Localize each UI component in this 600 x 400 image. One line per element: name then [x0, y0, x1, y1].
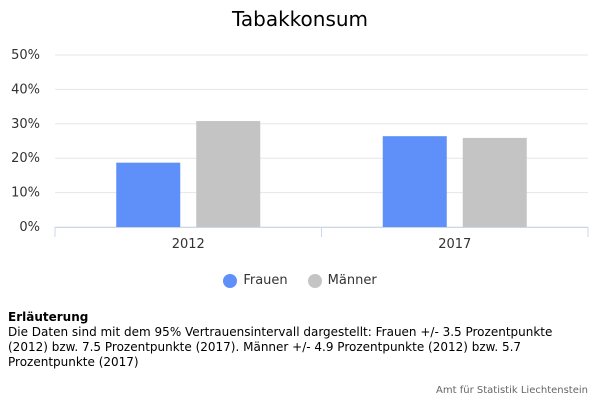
legend-item-maenner[interactable]: Männer: [307, 273, 377, 288]
y-tick-label: 30%: [11, 117, 40, 132]
legend-label-frauen: Frauen: [243, 273, 288, 288]
x-tick-label: 2017: [438, 237, 471, 252]
x-tick-label: 2012: [172, 237, 205, 252]
legend-label-maenner: Männer: [327, 273, 377, 288]
explanation-title: Erläuterung: [8, 310, 89, 324]
legend-item-frauen[interactable]: Frauen: [223, 273, 288, 288]
y-tick-label: 10%: [11, 186, 40, 201]
legend-marker-frauen: [223, 273, 238, 288]
legend-marker-maenner: [307, 273, 322, 288]
explanation-note: Erläuterung Die Daten sind mit dem 95% V…: [8, 310, 596, 370]
bar: [382, 136, 447, 227]
y-tick-label: 50%: [11, 48, 40, 63]
bar-chart: 0% 10% 20% 30% 40% 50% 2012 2017: [11, 48, 589, 252]
y-tick-label: 20%: [11, 151, 40, 166]
legend: Frauen Männer: [0, 273, 600, 288]
chart-title: Tabakkonsum: [231, 7, 369, 31]
y-tick-label: 40%: [11, 82, 40, 97]
explanation-text: Die Daten sind mit dem 95% Vertrauensint…: [8, 325, 553, 369]
credits: Amt für Statistik Liechtenstein: [436, 385, 588, 396]
y-tick-label: 0%: [19, 220, 40, 235]
bar: [196, 121, 261, 227]
bar: [462, 137, 527, 227]
bar: [116, 162, 181, 227]
